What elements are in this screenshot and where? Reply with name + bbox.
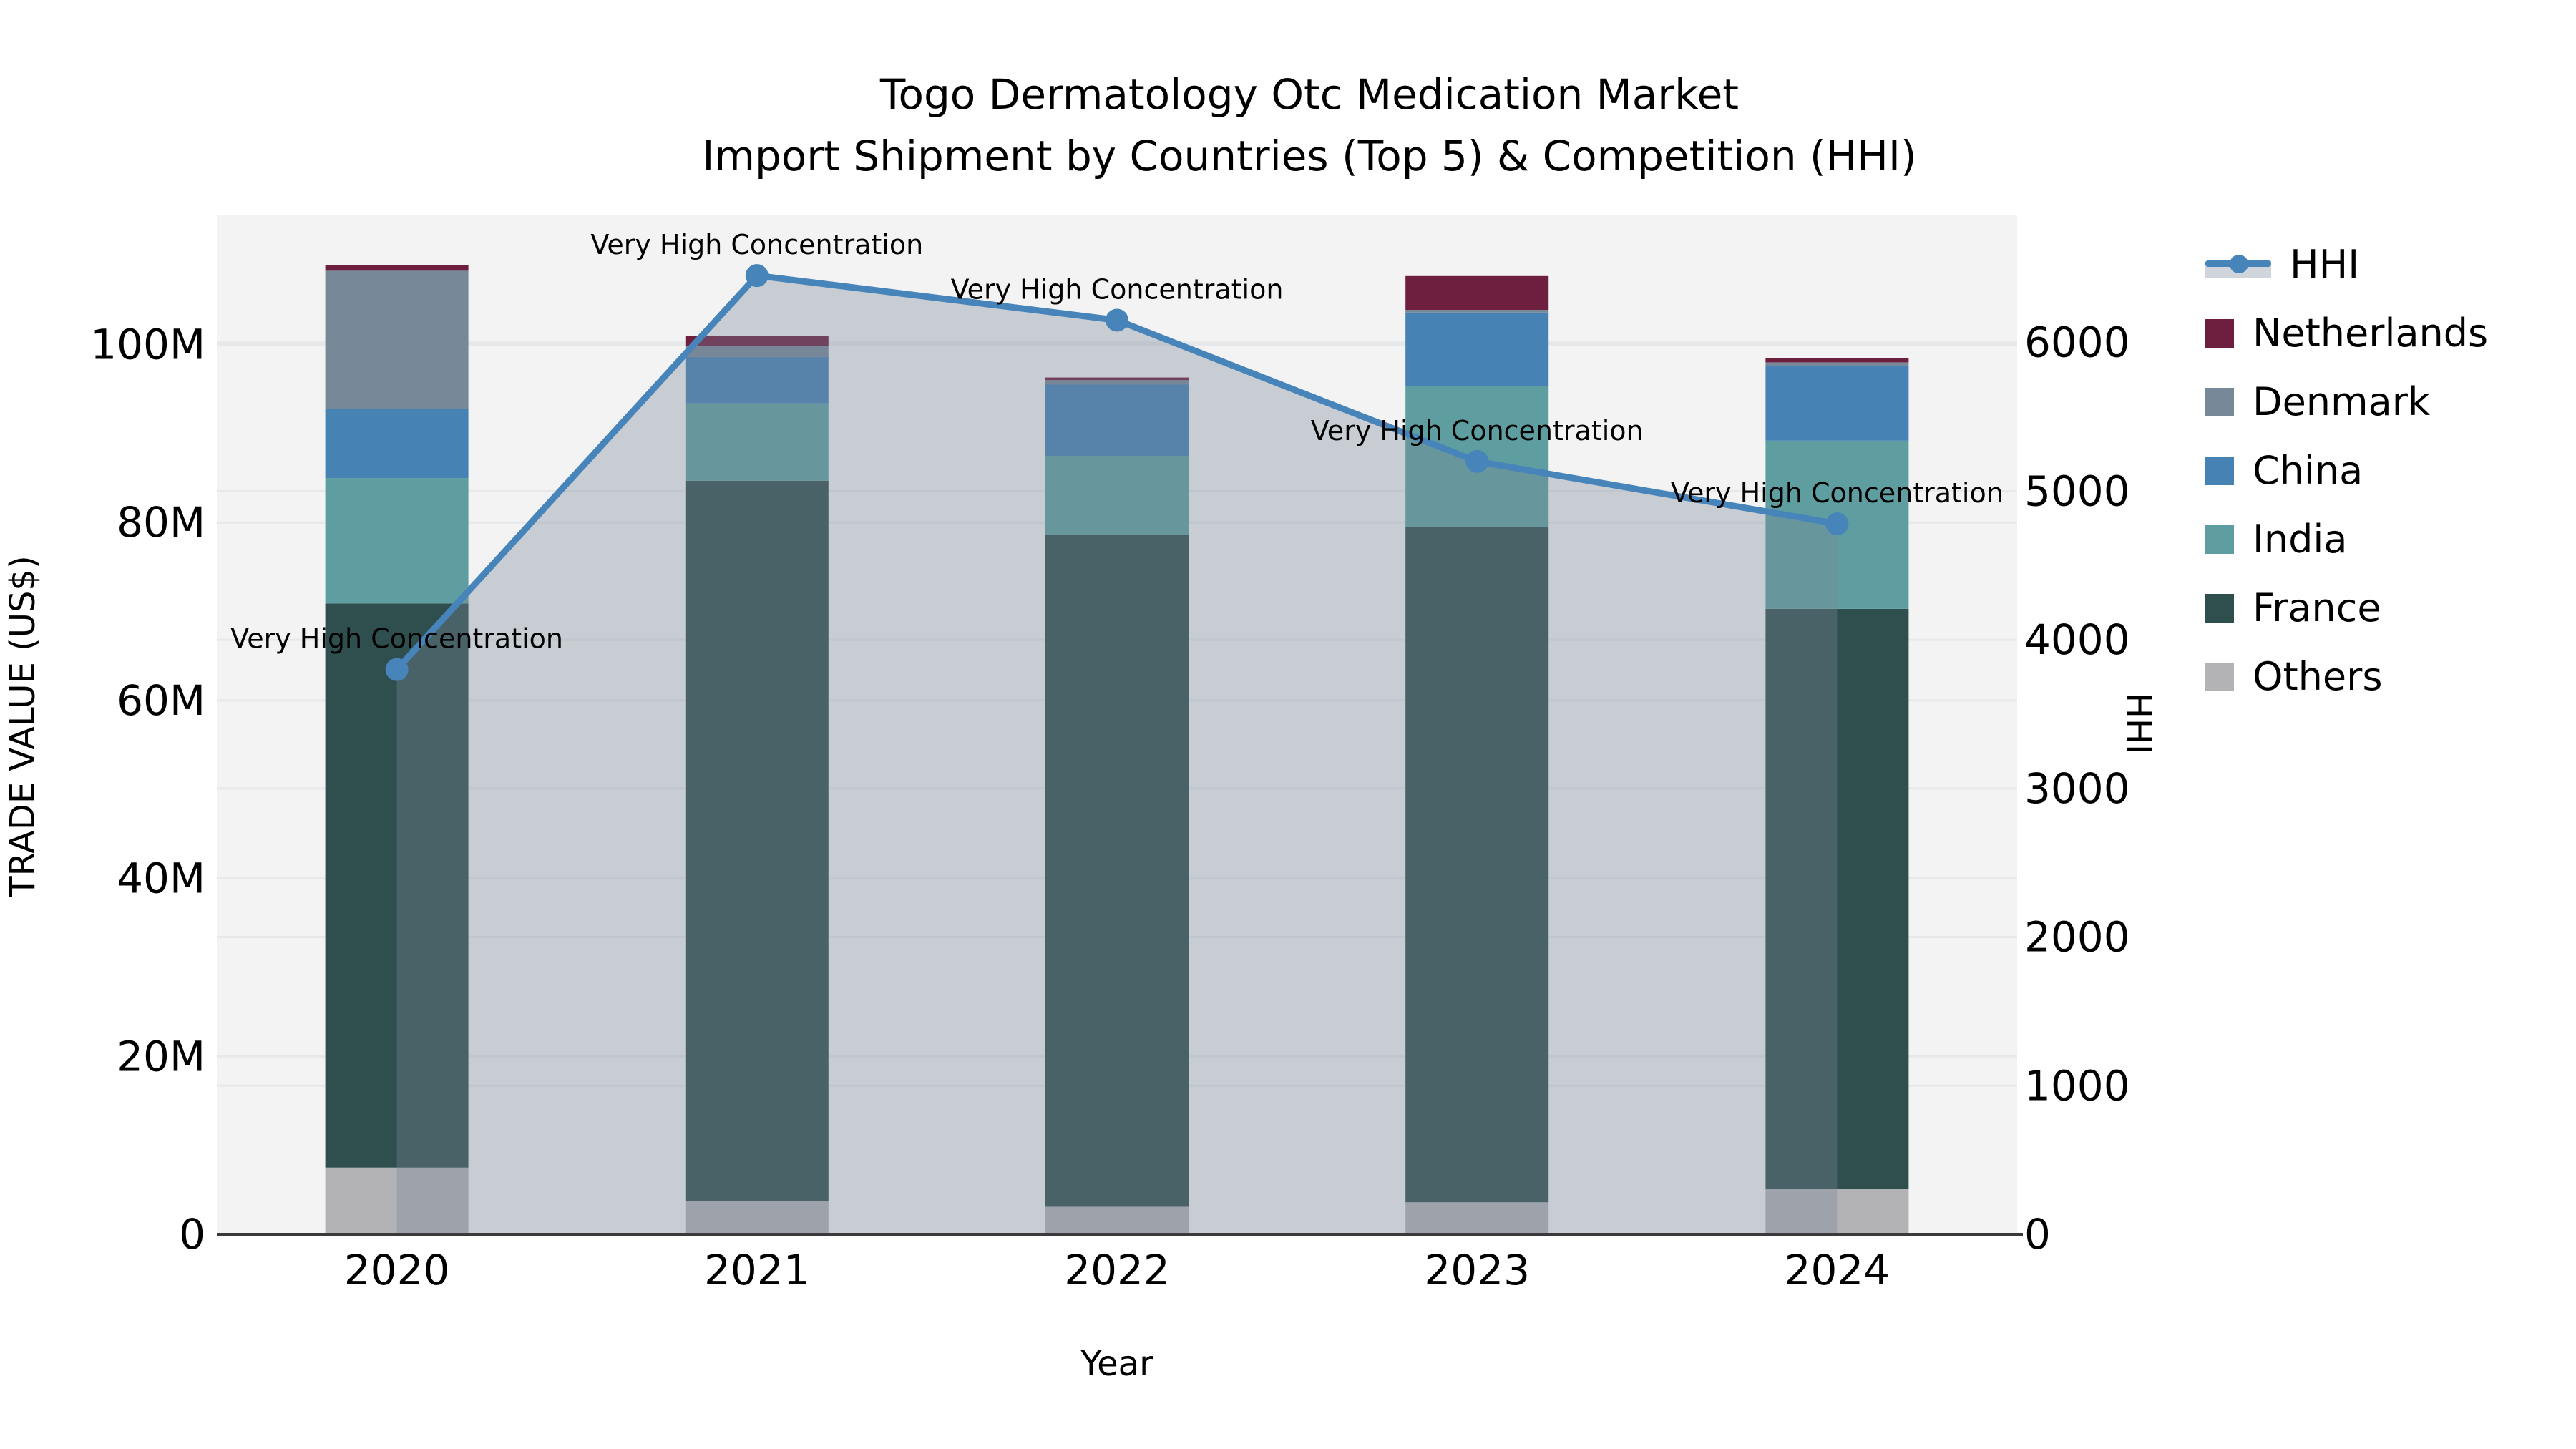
x-tick-2023: 2023 <box>1424 1246 1530 1294</box>
bar-others-2021[interactable] <box>685 1201 829 1234</box>
bar-others-2022[interactable] <box>1045 1206 1189 1234</box>
x-tick-2020: 2020 <box>344 1246 450 1294</box>
legend-swatch-netherlands <box>2205 319 2234 348</box>
bar-china-2022[interactable] <box>1045 384 1189 456</box>
hhi-marker-2024[interactable] <box>1825 512 1849 536</box>
legend-label: Denmark <box>2253 379 2431 424</box>
legend-swatch-france <box>2205 594 2234 623</box>
left-tick-0: 0 <box>179 1210 205 1259</box>
bar-india-2020[interactable] <box>325 478 469 604</box>
annotation-2023: Very High Concentration <box>1311 415 1644 447</box>
bar-netherlands-2022[interactable] <box>1045 377 1189 381</box>
left-tick-20M: 20M <box>117 1032 205 1080</box>
chart-title-line2: Import Shipment by Countries (Top 5) & C… <box>702 132 1916 180</box>
bar-denmark-2022[interactable] <box>1045 380 1189 385</box>
legend-item-china[interactable]: China <box>2205 436 2488 505</box>
bar-others-2020[interactable] <box>325 1167 469 1234</box>
annotation-2020: Very High Concentration <box>230 623 563 655</box>
legend-label: India <box>2253 517 2348 562</box>
legend-item-france[interactable]: France <box>2205 574 2488 643</box>
bar-netherlands-2020[interactable] <box>325 265 469 271</box>
bar-china-2024[interactable] <box>1765 366 1909 441</box>
left-tick-60M: 60M <box>117 676 205 725</box>
legend: HHI Netherlands Denmark China India France Oth… <box>2205 230 2488 711</box>
annotation-2022: Very High Concentration <box>951 273 1284 305</box>
hhi-marker-2022[interactable] <box>1106 308 1128 332</box>
right-axis-label: HHI <box>2118 693 2158 754</box>
right-tick-5000: 5000 <box>2024 467 2130 515</box>
x-axis-label: Year <box>1080 1344 1153 1384</box>
right-tick-4000: 4000 <box>2024 615 2130 664</box>
bar-india-2021[interactable] <box>685 403 829 481</box>
bar-netherlands-2024[interactable] <box>1765 358 1909 363</box>
legend-item-denmark[interactable]: Denmark <box>2205 368 2488 436</box>
bar-denmark-2020[interactable] <box>325 270 469 409</box>
legend-swatch-others <box>2205 663 2234 691</box>
legend-label: Others <box>2253 654 2383 699</box>
legend-item-netherlands[interactable]: Netherlands <box>2205 299 2488 368</box>
hhi-area-fill <box>396 275 1838 1235</box>
bar-denmark-2023[interactable] <box>1405 310 1549 313</box>
bar-france-2021[interactable] <box>685 480 829 1201</box>
chart-title-line1: Togo Dermatology Otc Medication Market <box>879 70 1739 119</box>
annotation-2021: Very High Concentration <box>590 229 923 260</box>
legend-swatch-india <box>2205 525 2234 554</box>
right-tick-0: 0 <box>2024 1210 2051 1259</box>
annotation-2024: Very High Concentration <box>1671 477 2004 509</box>
legend-swatch-denmark <box>2205 388 2234 416</box>
bar-denmark-2024[interactable] <box>1765 362 1909 366</box>
bar-netherlands-2023[interactable] <box>1405 275 1549 311</box>
legend-label: Netherlands <box>2253 311 2489 356</box>
bar-france-2024[interactable] <box>1765 608 1909 1189</box>
legend-label: France <box>2253 585 2381 630</box>
legend-item-others[interactable]: Others <box>2205 643 2488 711</box>
left-tick-40M: 40M <box>117 854 205 903</box>
hhi-line-icon <box>2205 250 2271 279</box>
hhi-marker-2020[interactable] <box>385 658 409 681</box>
bar-france-2022[interactable] <box>1045 535 1189 1207</box>
legend-swatch-china <box>2205 457 2234 485</box>
right-tick-1000: 1000 <box>2024 1061 2130 1110</box>
bar-france-2020[interactable] <box>325 603 469 1168</box>
right-tick-2000: 2000 <box>2024 913 2130 962</box>
bar-china-2020[interactable] <box>325 409 469 479</box>
bar-netherlands-2021[interactable] <box>685 336 829 347</box>
bar-others-2023[interactable] <box>1405 1202 1549 1234</box>
x-tick-2022: 2022 <box>1064 1246 1170 1294</box>
x-axis-line <box>217 1233 2023 1236</box>
right-tick-3000: 3000 <box>2024 764 2130 813</box>
bar-china-2021[interactable] <box>685 356 829 404</box>
bar-series <box>325 265 1909 1234</box>
left-tick-80M: 80M <box>117 498 205 547</box>
hhi-marker-2023[interactable] <box>1465 449 1489 473</box>
bar-france-2023[interactable] <box>1405 527 1549 1203</box>
legend-item-india[interactable]: India <box>2205 505 2488 574</box>
x-tick-2024: 2024 <box>1785 1246 1890 1294</box>
left-axis-label: TRADE VALUE (US$) <box>3 555 43 897</box>
legend-label: China <box>2253 448 2363 493</box>
legend-item-hhi[interactable]: HHI <box>2205 230 2488 299</box>
bar-china-2023[interactable] <box>1405 312 1549 386</box>
bar-others-2024[interactable] <box>1765 1189 1909 1234</box>
right-tick-6000: 6000 <box>2024 318 2130 367</box>
bar-india-2022[interactable] <box>1045 455 1189 535</box>
bar-denmark-2021[interactable] <box>685 346 829 357</box>
hhi-marker-2021[interactable] <box>745 264 769 288</box>
x-tick-2021: 2021 <box>704 1246 810 1294</box>
left-tick-100M: 100M <box>90 321 205 369</box>
legend-label: HHI <box>2290 242 2360 287</box>
